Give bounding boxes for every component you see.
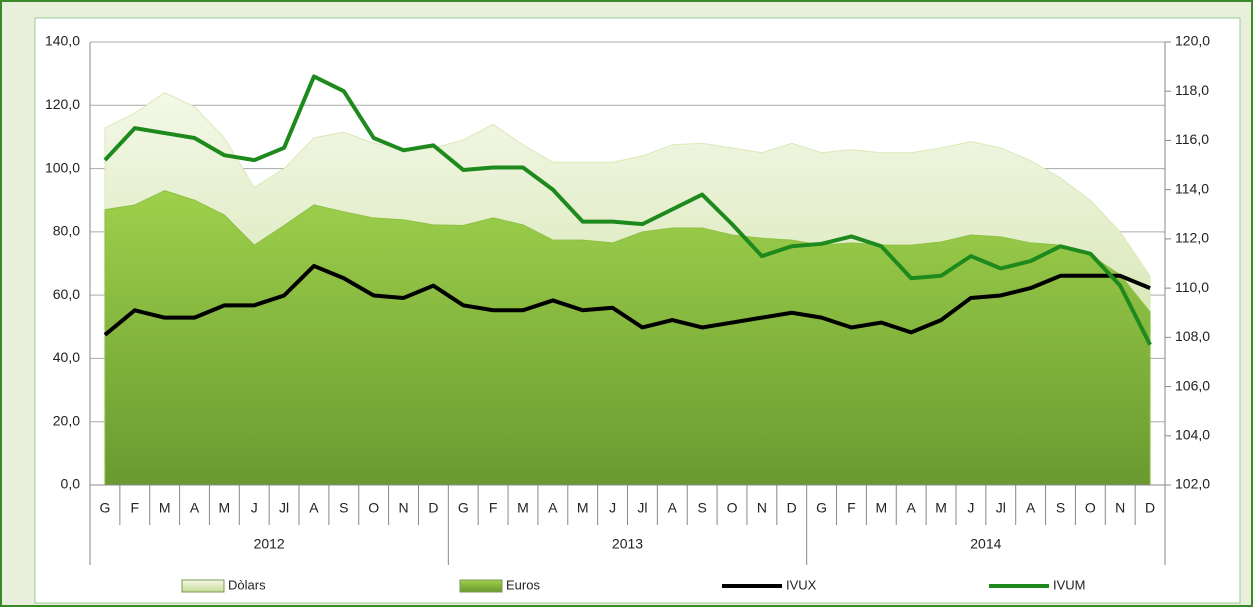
x-tick-label: G — [816, 500, 827, 516]
y2-tick-label: 116,0 — [1175, 131, 1209, 147]
x-tick-label: M — [159, 500, 171, 516]
y2-tick-label: 114,0 — [1175, 180, 1209, 196]
year-label: 2013 — [612, 536, 643, 552]
x-tick-label: M — [935, 500, 947, 516]
y2-tick-label: 118,0 — [1175, 82, 1209, 98]
x-tick-label: S — [697, 500, 706, 516]
legend-label: Euros — [506, 577, 540, 592]
x-tick-label: F — [847, 500, 856, 516]
y2-tick-label: 104,0 — [1175, 426, 1210, 442]
y2-tick-label: 112,0 — [1175, 230, 1209, 246]
x-tick-label: J — [609, 500, 616, 516]
x-tick-label: Jl — [637, 500, 647, 516]
x-tick-label: M — [219, 500, 231, 516]
y2-tick-label: 102,0 — [1175, 476, 1210, 492]
x-tick-label: A — [1026, 500, 1036, 516]
x-tick-label: O — [1085, 500, 1096, 516]
y-tick-label: 20,0 — [53, 412, 80, 428]
x-tick-label: F — [489, 500, 498, 516]
y-tick-label: 40,0 — [53, 349, 80, 365]
y-tick-label: 100,0 — [45, 159, 80, 175]
x-tick-label: Jl — [996, 500, 1006, 516]
y2-tick-label: 106,0 — [1175, 377, 1210, 393]
y-tick-label: 120,0 — [45, 96, 80, 112]
y-tick-label: 140,0 — [45, 33, 80, 49]
x-tick-label: O — [727, 500, 738, 516]
x-tick-label: S — [339, 500, 348, 516]
year-label: 2014 — [970, 536, 1001, 552]
y2-tick-label: 110,0 — [1175, 279, 1209, 295]
x-tick-label: Jl — [279, 500, 289, 516]
year-label: 2012 — [254, 536, 285, 552]
x-tick-label: J — [967, 500, 974, 516]
x-tick-label: F — [131, 500, 140, 516]
x-tick-label: N — [1115, 500, 1125, 516]
x-tick-label: M — [517, 500, 529, 516]
x-tick-label: A — [190, 500, 200, 516]
y2-tick-label: 120,0 — [1175, 33, 1210, 49]
x-tick-label: D — [428, 500, 438, 516]
legend-swatch — [181, 579, 225, 593]
x-tick-label: A — [668, 500, 678, 516]
y-tick-label: 60,0 — [53, 286, 80, 302]
legend-label: IVUM — [1053, 577, 1086, 592]
x-tick-label: S — [1056, 500, 1065, 516]
x-tick-label: O — [368, 500, 379, 516]
x-tick-label: M — [875, 500, 887, 516]
line — [103, 263, 1151, 337]
x-tick-label: G — [458, 500, 469, 516]
y2-tick-label: 108,0 — [1175, 328, 1210, 344]
x-tick-label: J — [251, 500, 258, 516]
area — [104, 190, 1151, 486]
x-tick-label: A — [548, 500, 558, 516]
line — [103, 74, 1152, 346]
x-tick-label: M — [577, 500, 589, 516]
y-tick-label: 80,0 — [53, 223, 80, 239]
legend-swatch — [459, 579, 503, 593]
x-tick-label: D — [1145, 500, 1155, 516]
x-tick-label: D — [787, 500, 797, 516]
x-tick-label: A — [309, 500, 319, 516]
x-tick-label: N — [757, 500, 767, 516]
y-tick-label: 0,0 — [61, 476, 81, 492]
legend-label: Dòlars — [228, 577, 266, 592]
legend-label: IVUX — [786, 577, 817, 592]
x-tick-label: A — [907, 500, 917, 516]
x-tick-label: G — [99, 500, 110, 516]
x-tick-label: N — [398, 500, 408, 516]
